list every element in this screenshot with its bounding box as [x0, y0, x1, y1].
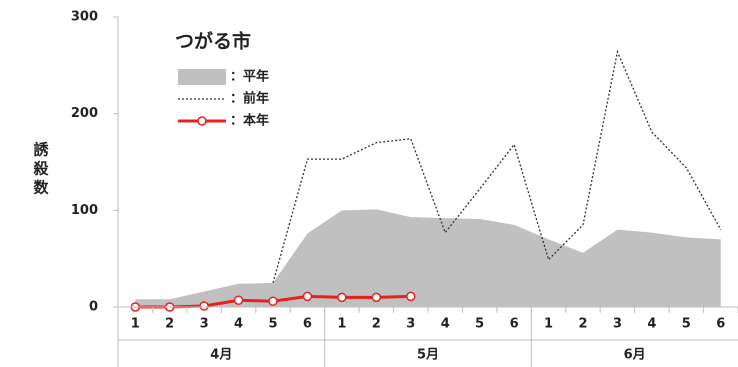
series-line: [272, 49, 722, 284]
y-axis-label: 誘殺数: [32, 141, 50, 199]
legend-marker: [197, 116, 207, 126]
x-tick-label: 4: [234, 317, 243, 332]
x-tick-label: 3: [200, 317, 209, 332]
group-label: 4月: [210, 348, 232, 363]
y-tick-label: 100: [71, 203, 98, 218]
chart-title: つがる市: [175, 30, 251, 53]
x-tick-label: 5: [682, 317, 691, 332]
marker: [302, 291, 313, 302]
x-tick-label: 4: [441, 317, 450, 332]
area: [135, 209, 721, 307]
x-tick-label: 2: [372, 317, 381, 332]
x-tick-label: 4: [647, 317, 656, 332]
marker: [406, 291, 416, 302]
x-tick-label: 6: [510, 317, 519, 332]
marker: [268, 296, 278, 306]
marker: [337, 292, 347, 303]
legend-label: ：本年: [230, 113, 269, 129]
marker: [199, 301, 209, 311]
x-tick-label: 3: [613, 317, 622, 332]
group-label: 5月: [417, 348, 439, 363]
legend-label: ：平年: [230, 69, 269, 85]
x-tick-label: 2: [165, 317, 174, 332]
x-tick-label: 2: [578, 317, 587, 332]
marker: [233, 295, 244, 305]
y-tick-label: 0: [89, 300, 98, 315]
legend-label: ：前年: [230, 91, 269, 107]
legend-swatch: [178, 69, 226, 85]
x-tick-label: 1: [544, 317, 553, 332]
x-tick-label: 1: [337, 317, 346, 332]
x-tick-label: 5: [268, 317, 277, 332]
x-tick-label: 6: [303, 317, 312, 332]
y-tick-label: 200: [71, 106, 98, 121]
x-tick-label: 6: [716, 317, 725, 332]
x-tick-label: 1: [131, 317, 140, 332]
x-tick-label: 3: [406, 317, 415, 332]
group-label: 6月: [624, 348, 646, 363]
y-tick-label: 300: [71, 10, 98, 25]
marker: [371, 292, 382, 303]
x-tick-label: 5: [475, 317, 484, 332]
